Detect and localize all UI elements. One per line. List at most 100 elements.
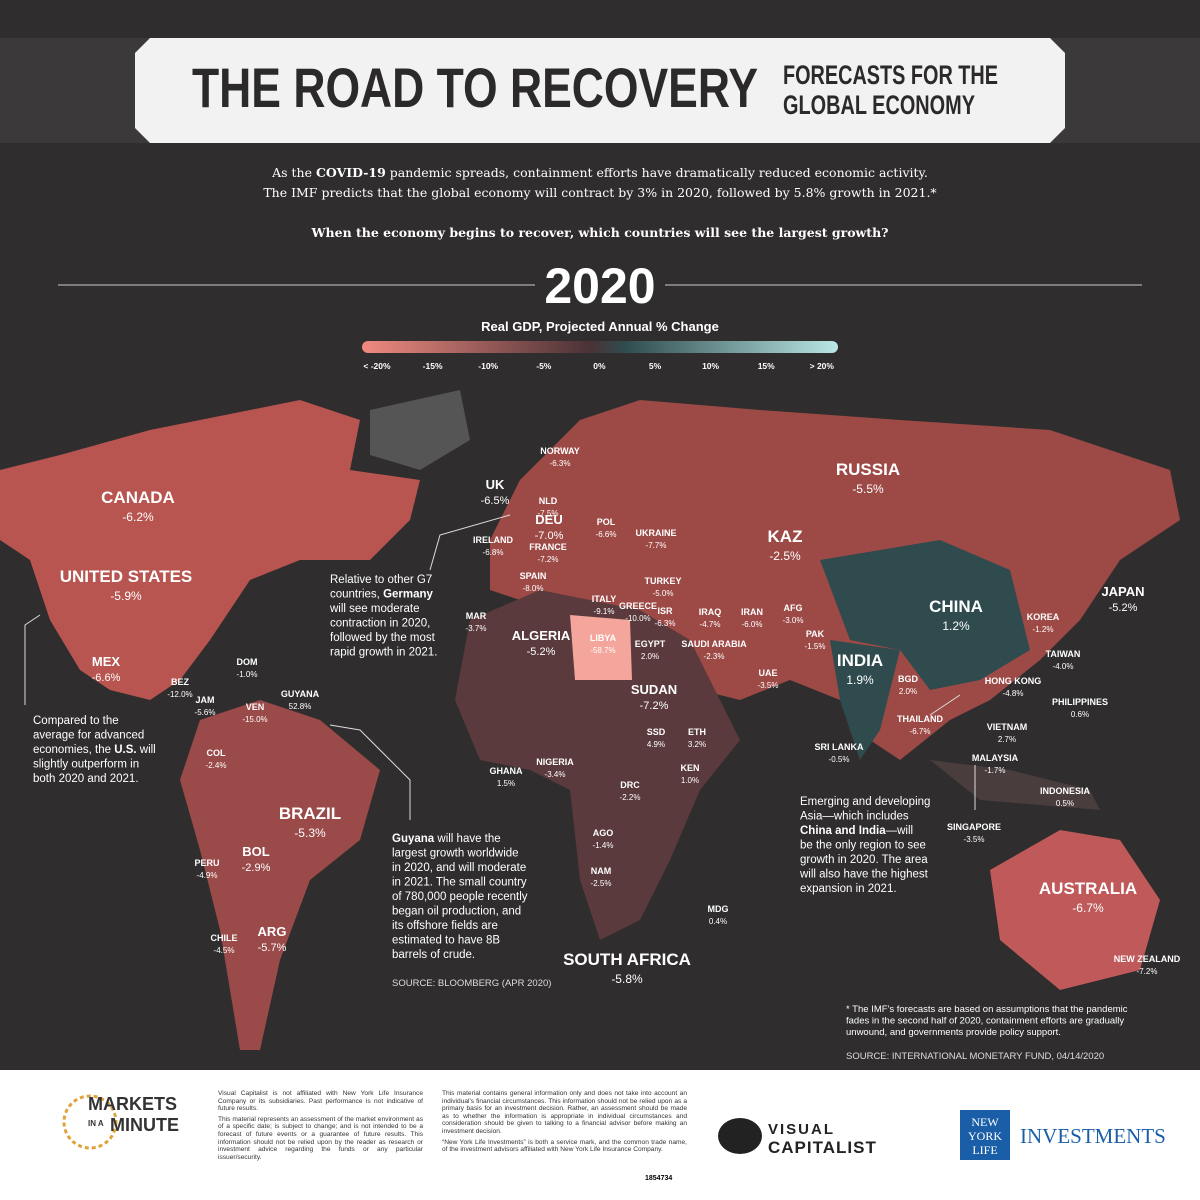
country-value: -7.2% (538, 555, 559, 564)
country-name: GHANA (490, 766, 523, 776)
footer: MARKETS IN A MINUTE 1854734 VISUAL CAPIT… (0, 1070, 1200, 1200)
country-name: NIGERIA (536, 757, 574, 767)
country-value: -3.5% (758, 681, 779, 690)
text-segment: growth in 2020. The area (800, 854, 928, 866)
country-name: NAM (591, 866, 612, 876)
legend-tick: > 20% (810, 361, 835, 371)
indonesia (930, 760, 1100, 810)
legend-tick: 10% (702, 361, 719, 371)
pointer (329, 724, 411, 820)
text-segment: Guyana (392, 833, 435, 845)
country-value: -5.3% (294, 826, 326, 840)
text-segment: will have the (434, 833, 500, 845)
nyl-text: LIFE (972, 1143, 997, 1157)
text-line: will see moderate (329, 603, 419, 615)
country-value: -7.2% (640, 700, 669, 712)
country-name: DOM (237, 657, 258, 667)
text-segment: estimated to have 8B (392, 935, 500, 947)
text-line: Emerging and developing (800, 796, 930, 808)
legend-title: Real GDP, Projected Annual % Change (481, 319, 719, 334)
country-name: KAZ (768, 527, 803, 546)
country-name: JAPAN (1101, 584, 1144, 599)
country-value: -3.4% (545, 770, 566, 779)
text-segment: Emerging and developing (800, 796, 930, 808)
country-name: TURKEY (644, 576, 681, 586)
country-name: ITALY (592, 594, 617, 604)
country-name: MALAYSIA (972, 753, 1019, 763)
legend-bar (362, 341, 838, 353)
text-segment: —will (886, 825, 913, 837)
country-name: AUSTRALIA (1039, 879, 1137, 898)
country-name: UNITED STATES (60, 567, 193, 586)
country-value: -5.0% (653, 589, 674, 598)
text-segment: will see moderate (329, 603, 419, 615)
legend-tick: -10% (478, 361, 498, 371)
year: 2020 (544, 258, 655, 314)
country-value: 2.7% (998, 735, 1016, 744)
country-name: PHILIPPINES (1052, 697, 1108, 707)
text-segment: rapid growth in 2021. (330, 647, 437, 659)
country-value: -2.3% (704, 652, 725, 661)
text-segment: China and India (800, 825, 886, 837)
country-name: ARG (258, 924, 287, 939)
disclaimer-text: Visual Capitalist is not affiliated with… (218, 1090, 423, 1113)
text-line: economies, the U.S. will (33, 744, 156, 756)
country-value: -58.7% (590, 646, 615, 655)
country-value: -7.2% (1137, 967, 1158, 976)
country-name: POL (597, 517, 616, 527)
text-line: followed by the most (330, 632, 436, 644)
logo-ring (62, 1094, 118, 1150)
country-name: SOUTH AFRICA (563, 950, 691, 969)
country-value: 0.6% (1071, 710, 1089, 719)
text-line: unwound, and governments provide policy … (846, 1027, 1061, 1038)
country-value: -5.8% (611, 972, 643, 986)
country-name: KEN (680, 763, 699, 773)
text-line: Guyana will have the (392, 833, 501, 845)
map-shapes (0, 390, 1180, 1050)
question: When the economy begins to recover, whic… (310, 225, 888, 240)
disclaimer-text: “New York Life Investments” is both a se… (442, 1138, 687, 1154)
pointer (429, 514, 511, 571)
country-name: VEN (246, 702, 265, 712)
text-line: average for advanced (33, 730, 144, 742)
country-value: -6.7% (1072, 901, 1104, 915)
country-name: CANADA (101, 488, 175, 507)
text-line: China and India—will (800, 825, 913, 837)
country-value: -7.5% (538, 509, 559, 518)
disclaimer-text: This material represents an assessment o… (218, 1115, 423, 1161)
text-segment: As the (271, 165, 316, 180)
country-value: -2.5% (769, 549, 801, 563)
country-name: PERU (194, 858, 219, 868)
text-line: be the only region to see (800, 840, 926, 852)
text-segment: fades in the second half of 2020, contai… (846, 1016, 1124, 1027)
country-value: -4.5% (214, 946, 235, 955)
text-segment: U.S. (114, 744, 136, 756)
text-line: of 780,000 people recently (392, 891, 528, 903)
country-value: -2.2% (620, 793, 641, 802)
text-segment: be the only region to see (800, 840, 926, 852)
south-america (180, 700, 380, 1050)
investments: INVESTMENTS (1020, 1124, 1166, 1148)
country-value: -1.7% (985, 766, 1006, 775)
text-line: Asia—which includes (800, 811, 909, 823)
country-value: -4.7% (700, 620, 721, 629)
logo-text: MINUTE (110, 1115, 179, 1135)
text-line: barrels of crude. (392, 949, 475, 961)
country-name: NORWAY (540, 446, 580, 456)
text-line: in 2020, and will moderate (392, 862, 526, 874)
country-name: BGD (898, 674, 919, 684)
country-name: SRI LANKA (815, 742, 864, 752)
text-segment: barrels of crude. (392, 949, 475, 961)
country-value: -6.0% (742, 620, 763, 629)
country-value: -5.9% (110, 589, 142, 603)
text-segment: its offshore fields are (392, 920, 498, 932)
country-name: GREECE (619, 601, 657, 611)
country-value: 4.9% (647, 740, 665, 749)
country-value: -5.5% (852, 482, 884, 496)
country-name: GUYANA (281, 689, 320, 699)
vc-logo (718, 1118, 762, 1154)
text-segment: average for advanced (33, 730, 144, 742)
country-name: UKRAINE (635, 528, 676, 538)
australia (990, 830, 1160, 990)
country-name: ALGERIA (512, 628, 571, 643)
